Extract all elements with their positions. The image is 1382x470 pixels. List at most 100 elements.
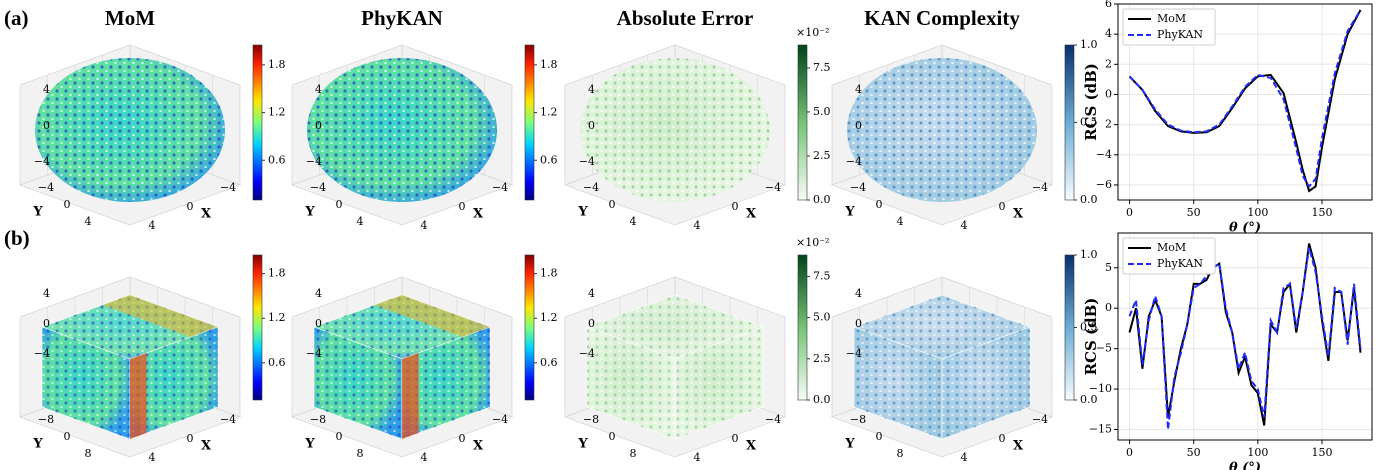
- y-tick-label: 8: [897, 447, 904, 460]
- colorbar-tick-label: 7.5: [813, 61, 831, 74]
- cube-points: [402, 327, 490, 439]
- x-tick-label: 0: [459, 432, 466, 445]
- hot-edge: [130, 353, 147, 439]
- colorbar-tick-label: 0.5: [1080, 321, 1098, 334]
- y-tick-label: 0: [609, 430, 616, 443]
- z-tick-label: 4: [855, 287, 862, 300]
- z-tick-label: 4: [43, 287, 50, 300]
- y-tick-label: 2: [1105, 57, 1112, 70]
- z-tick-label: −4: [306, 347, 322, 360]
- colorbar-tick-label: 1.0: [1080, 248, 1098, 261]
- legend-label: MoM: [1157, 241, 1186, 254]
- z-tick-label: 0: [43, 317, 50, 330]
- sphere-points: [35, 58, 225, 202]
- panel-label: (b): [4, 226, 30, 250]
- y-tick-label: −5: [1096, 342, 1112, 355]
- x-tick-label: 0: [1126, 206, 1133, 219]
- x-tick-label: 150: [1311, 206, 1332, 219]
- y-tick-label: 0: [64, 198, 71, 211]
- y-tick-label: 0: [609, 198, 616, 211]
- y-tick-label: −4: [850, 181, 866, 194]
- z-tick-label: 4: [315, 83, 322, 96]
- z-tick-label: 4: [588, 83, 595, 96]
- colorbar: [524, 44, 535, 201]
- colorbar-tick-label: 1.2: [540, 106, 558, 119]
- x-tick-label: −4: [765, 413, 781, 426]
- panel-title: MoM: [105, 6, 155, 30]
- z-tick-label: 0: [315, 317, 322, 330]
- colorbar: [797, 44, 808, 201]
- colorbar: [1064, 44, 1075, 201]
- colorbar: [524, 254, 535, 401]
- colorbar-tick-label: 0.0: [813, 393, 831, 406]
- z-tick-label: −4: [34, 347, 50, 360]
- y-tick-label: 8: [85, 447, 92, 460]
- x-tick-label: 100: [1247, 446, 1268, 459]
- x-tick-label: −4: [765, 181, 781, 194]
- y-tick-label: 0: [336, 198, 343, 211]
- cube-points: [942, 327, 1030, 439]
- y-axis-label: Y: [304, 205, 315, 220]
- y-tick-label: −15: [1089, 422, 1112, 435]
- z-tick-label: 4: [315, 287, 322, 300]
- z-tick-label: −4: [579, 155, 595, 168]
- y-axis-label: Y: [32, 437, 43, 452]
- colorbar-offset: ×10⁻²: [796, 26, 829, 39]
- legend-label: PhyKAN: [1157, 257, 1203, 270]
- x-tick-label: 4: [694, 451, 701, 464]
- x-tick-label: 4: [961, 219, 968, 232]
- x-tick-label: 0: [187, 432, 194, 445]
- hot-edge: [102, 295, 218, 337]
- x-axis-label: X: [746, 207, 757, 222]
- y-tick-label: 8: [630, 447, 637, 460]
- y-tick-label: 0: [876, 430, 883, 443]
- colorbar: [797, 254, 808, 401]
- x-tick-label: −4: [492, 413, 508, 426]
- colorbar-offset: ×10⁻²: [796, 236, 829, 249]
- y-tick-label: 4: [630, 215, 637, 228]
- colorbar: [1064, 254, 1075, 401]
- y-tick-label: −6: [1096, 178, 1112, 191]
- z-tick-label: −4: [846, 155, 862, 168]
- z-tick-label: 0: [588, 317, 595, 330]
- x-tick-label: −4: [492, 181, 508, 194]
- sphere-points: [580, 58, 770, 202]
- y-tick-label: 2: [1105, 118, 1112, 131]
- x-axis-label: X: [1013, 439, 1024, 454]
- colorbar-tick-label: 1.2: [540, 311, 558, 324]
- y-axis-label: Y: [844, 205, 855, 220]
- cube-points: [587, 327, 675, 439]
- y-tick-label: 0: [336, 430, 343, 443]
- z-tick-label: 0: [855, 317, 862, 330]
- colorbar-tick-label: 1.0: [1080, 38, 1098, 51]
- z-tick-label: 0: [588, 119, 595, 132]
- z-tick-label: 0: [855, 119, 862, 132]
- x-tick-label: 150: [1311, 446, 1332, 459]
- panel-title: PhyKAN: [361, 6, 443, 30]
- colorbar-tick-label: 1.2: [268, 106, 286, 119]
- y-tick-label: 8: [357, 447, 364, 460]
- x-axis-label: X: [201, 207, 212, 222]
- plot-frame: [1117, 3, 1373, 201]
- x-axis-label: θ (°): [1229, 461, 1261, 470]
- x-axis-label: θ (°): [1229, 221, 1261, 236]
- z-tick-label: 4: [855, 83, 862, 96]
- legend-label: PhyKAN: [1157, 28, 1203, 41]
- y-tick-label: −8: [310, 413, 326, 426]
- y-axis-label: Y: [577, 437, 588, 452]
- y-axis-label: Y: [32, 205, 43, 220]
- x-tick-label: 4: [961, 451, 968, 464]
- hot-edge: [402, 353, 419, 439]
- colorbar-tick-label: 0.0: [1080, 193, 1098, 206]
- x-tick-label: −4: [1032, 181, 1048, 194]
- z-tick-label: 4: [588, 287, 595, 300]
- cube-points: [314, 327, 402, 439]
- colorbar-tick-label: 0.6: [540, 356, 558, 369]
- hot-edge: [374, 295, 490, 337]
- panel-label: (a): [4, 6, 29, 30]
- series-line: [1128, 247, 1362, 430]
- colorbar-tick-label: 7.5: [813, 269, 831, 282]
- x-axis-label: X: [473, 207, 484, 222]
- x-tick-label: 4: [694, 219, 701, 232]
- colorbar-tick-label: 1.8: [540, 267, 558, 280]
